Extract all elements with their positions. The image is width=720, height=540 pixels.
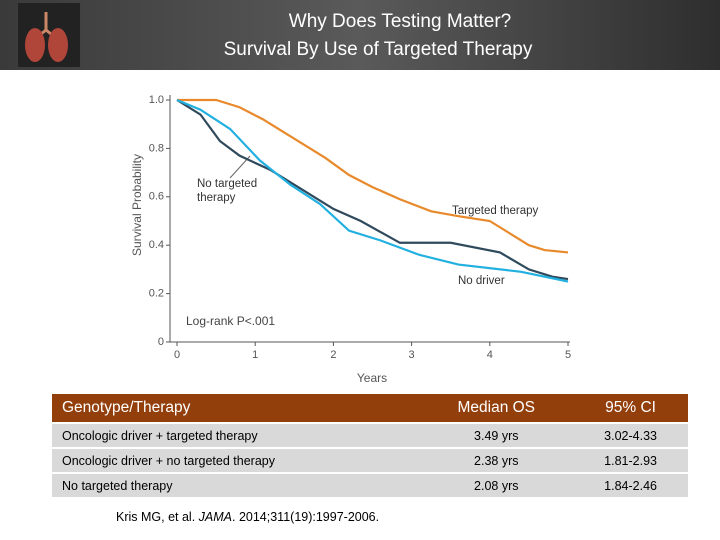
table-cell: No targeted therapy — [52, 472, 420, 497]
citation-journal: JAMA — [198, 510, 232, 524]
y-tick-label: 0.4 — [149, 239, 164, 251]
title-line: Why Does Testing Matter? — [289, 11, 511, 32]
x-tick-label: 5 — [565, 349, 571, 361]
table-row: No targeted therapy 2.08 yrs 1.84-2.46 — [52, 472, 688, 497]
table-cell: 1.84-2.46 — [573, 472, 688, 497]
y-tick-label: 0 — [158, 336, 164, 348]
x-axis-label: Years — [357, 371, 387, 385]
summary-table: Genotype/Therapy Median OS 95% CI Oncolo… — [52, 394, 688, 497]
x-tick-label: 4 — [487, 349, 493, 361]
header-cell: Genotype/Therapy — [52, 394, 420, 423]
series-label: No driver — [458, 275, 505, 287]
table-header: Genotype/Therapy Median OS 95% CI — [52, 394, 688, 423]
series-label: No targeted therapy — [197, 178, 258, 204]
x-tick-label: 3 — [409, 349, 415, 361]
x-tick-label: 2 — [330, 349, 336, 361]
header-cell: Median OS — [419, 394, 574, 423]
lung-icon — [48, 28, 68, 62]
y-tick-label: 0.6 — [149, 191, 164, 203]
table-cell: 2.38 yrs — [419, 447, 574, 473]
annotation: Log-rank P<.001 — [186, 314, 275, 328]
x-tick-label: 1 — [252, 349, 258, 361]
table-row: Oncologic driver + targeted therapy 3.49 … — [52, 422, 688, 448]
y-axis-label: Survival Probability — [130, 154, 144, 256]
header-cell: 95% CI — [573, 394, 688, 423]
series-line — [176, 98, 569, 283]
table-row: Oncologic driver + no targeted therapy 2.… — [52, 447, 688, 473]
x-tick-label: 0 — [174, 349, 180, 361]
table-cell: 2.08 yrs — [419, 472, 574, 497]
table-cell: 3.02-4.33 — [573, 422, 688, 448]
title-line: Survival By Use of Targeted Therapy — [224, 39, 533, 60]
series-label: Targeted therapy — [452, 205, 539, 217]
y-tick-label: 0.2 — [149, 288, 164, 300]
table-cell: 3.49 yrs — [419, 422, 574, 448]
header-band — [0, 0, 720, 70]
table-cell: Oncologic driver + no targeted therapy — [52, 447, 420, 473]
citation: Kris MG, et al. JAMA. 2014;311(19):1997-… — [116, 510, 379, 524]
table-cell: Oncologic driver + targeted therapy — [52, 422, 420, 448]
series-line — [176, 99, 569, 281]
citation-text: . 2014;311(19):1997-2006. — [232, 510, 380, 524]
y-tick-label: 1.0 — [149, 94, 164, 106]
chart: Why Does Testing Matter? Survival By Use… — [0, 0, 720, 385]
table-cell: 1.81-2.93 — [573, 447, 688, 473]
y-tick-label: 0.8 — [149, 142, 164, 154]
lung-icon — [25, 28, 45, 62]
series-line — [177, 98, 569, 254]
citation-text: Kris MG, et al. — [116, 510, 199, 524]
